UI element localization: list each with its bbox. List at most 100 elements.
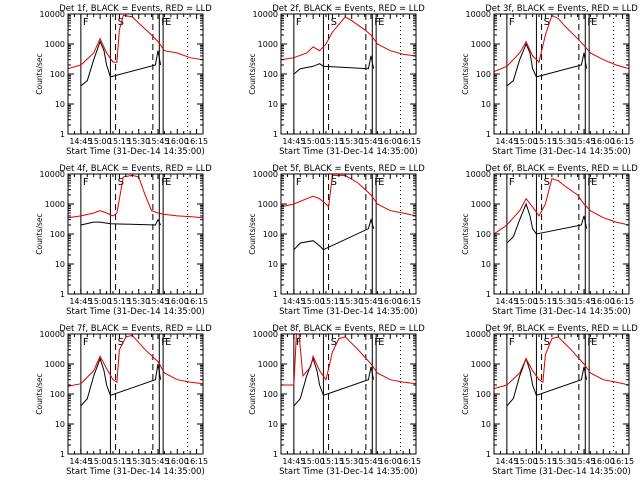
x-axis-label: Start Time (31-Dec-14 14:35:00) (66, 307, 205, 317)
event-marker-label: F (161, 17, 167, 28)
lld-series-line (494, 14, 629, 73)
x-tick-label: 16:15 (398, 137, 421, 146)
event-marker-label: E (591, 17, 597, 28)
event-marker-label: S (331, 17, 337, 28)
events-series-line (80, 40, 162, 87)
y-tick-label: 100 (476, 390, 491, 399)
plot-frame (280, 173, 417, 295)
chart-title: Det 9f, BLACK = Events, RED = LLD (485, 324, 638, 334)
chart-title: Det 5f, BLACK = Events, RED = LLD (272, 164, 425, 174)
chart-title: Det 3f, BLACK = Events, RED = LLD (485, 4, 638, 14)
x-tick-label: 15:15 (321, 457, 344, 466)
events-series-line (506, 202, 588, 244)
x-tick-label: 16:15 (185, 137, 208, 146)
y-tick-label: 1000 (45, 40, 65, 49)
x-tick-label: 15:45 (146, 297, 169, 306)
x-tick-label: 15:15 (108, 297, 131, 306)
x-tick-label: 15:45 (359, 297, 382, 306)
event-marker-label: S (118, 337, 124, 348)
x-axis-label: Start Time (31-Dec-14 14:35:00) (279, 307, 418, 317)
y-tick-label: 1 (60, 450, 65, 459)
events-series-line (80, 357, 162, 407)
y-tick-label: 1 (273, 450, 278, 459)
x-axis-label: Start Time (31-Dec-14 14:35:00) (66, 467, 205, 477)
y-tick-label: 100 (50, 230, 65, 239)
x-tick-label: 16:00 (592, 297, 615, 306)
y-tick-label: 10 (55, 260, 65, 269)
x-tick-label: 15:30 (127, 457, 150, 466)
event-marker-label: S (544, 17, 550, 28)
event-marker-label: F (509, 17, 515, 28)
event-marker-label: F (587, 337, 593, 348)
x-tick-label: 15:00 (89, 297, 112, 306)
x-tick-label: 15:30 (340, 137, 363, 146)
event-marker-label: F (374, 177, 380, 188)
event-marker-label: F (374, 337, 380, 348)
y-tick-label: 1000 (258, 360, 278, 369)
x-axis-label: Start Time (31-Dec-14 14:35:00) (492, 467, 631, 477)
x-tick-label: 16:15 (398, 297, 421, 306)
chart-panel: F S FE11010010001000014:4515:0015:1515:301… (461, 324, 638, 477)
chart-title: Det 8f, BLACK = Events, RED = LLD (272, 324, 425, 334)
x-tick-label: 15:30 (553, 457, 576, 466)
y-tick-label: 10000 (40, 170, 65, 179)
events-series-line (293, 357, 375, 407)
event-marker-label: E (378, 337, 384, 348)
y-tick-label: 1000 (258, 200, 278, 209)
x-tick-label: 15:15 (108, 137, 131, 146)
y-tick-label: 1 (60, 130, 65, 139)
x-tick-label: 14:45 (282, 137, 305, 146)
x-tick-label: 14:45 (282, 457, 305, 466)
event-marker-label: E (165, 177, 171, 188)
x-tick-label: 16:00 (592, 457, 615, 466)
x-tick-label: 15:00 (515, 297, 538, 306)
event-marker-label: S (118, 17, 124, 28)
events-series-line (293, 217, 375, 251)
x-tick-label: 16:00 (379, 297, 402, 306)
x-tick-label: 15:00 (302, 457, 325, 466)
x-tick-label: 15:45 (359, 457, 382, 466)
x-axis-label: Start Time (31-Dec-14 14:35:00) (66, 147, 205, 157)
chart-title: Det 7f, BLACK = Events, RED = LLD (59, 324, 212, 334)
lld-series-line (68, 14, 203, 70)
y-axis-label: Counts/sec (35, 53, 44, 94)
x-tick-label: 15:45 (572, 137, 595, 146)
events-series-line (506, 42, 588, 87)
y-tick-label: 10000 (466, 10, 491, 19)
x-tick-label: 15:30 (340, 457, 363, 466)
y-tick-label: 100 (476, 70, 491, 79)
plot-frame (280, 13, 417, 135)
y-tick-label: 100 (50, 70, 65, 79)
event-marker-label: E (591, 177, 597, 188)
y-tick-label: 10 (481, 420, 491, 429)
event-marker-label: E (378, 177, 384, 188)
y-tick-label: 10 (55, 420, 65, 429)
event-marker-label: F (83, 337, 89, 348)
x-tick-label: 15:00 (515, 457, 538, 466)
x-tick-label: 15:00 (302, 137, 325, 146)
event-marker-label: F (83, 177, 89, 188)
y-tick-label: 10000 (253, 330, 278, 339)
x-tick-label: 16:00 (592, 137, 615, 146)
event-marker-label: F (296, 177, 302, 188)
event-marker-label: F (161, 337, 167, 348)
x-tick-label: 15:15 (321, 297, 344, 306)
y-tick-label: 10 (481, 260, 491, 269)
x-tick-label: 14:45 (69, 297, 92, 306)
y-tick-label: 1 (486, 130, 491, 139)
chart-panel: F S FE11010010001000014:4515:0015:1515:301… (35, 324, 212, 477)
x-tick-label: 15:30 (553, 297, 576, 306)
y-tick-label: 1000 (45, 360, 65, 369)
event-marker-label: E (165, 337, 171, 348)
y-axis-label: Counts/sec (461, 373, 470, 414)
plot-frame (67, 13, 204, 135)
x-tick-label: 15:15 (108, 457, 131, 466)
lld-series-line (494, 177, 629, 235)
x-tick-label: 16:15 (611, 457, 634, 466)
y-tick-label: 10000 (253, 10, 278, 19)
x-tick-label: 14:45 (495, 457, 518, 466)
y-tick-label: 10000 (466, 330, 491, 339)
x-tick-label: 14:45 (69, 137, 92, 146)
x-tick-label: 15:45 (146, 457, 169, 466)
chart-panel: F S FE11010010001000014:4515:0015:1515:301… (248, 164, 425, 317)
